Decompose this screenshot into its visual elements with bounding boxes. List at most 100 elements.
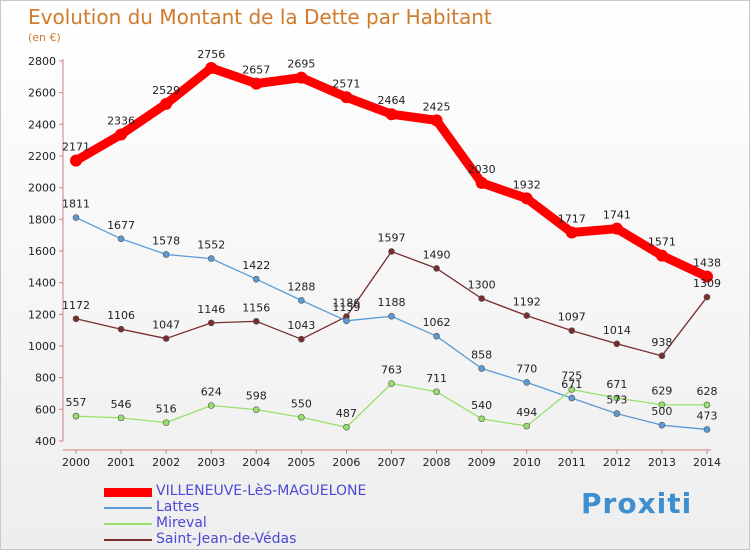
y-tick-label: 2200 xyxy=(28,150,56,163)
chart-subtitle: (en €) xyxy=(28,31,61,44)
data-label: 1047 xyxy=(152,319,180,332)
data-point xyxy=(613,410,621,417)
data-label: 1156 xyxy=(242,301,270,314)
data-point xyxy=(388,380,395,387)
chart-title: Evolution du Montant de la Dette par Hab… xyxy=(28,5,492,29)
data-point xyxy=(207,319,215,327)
data-label: 1309 xyxy=(693,277,721,290)
data-label: 2695 xyxy=(287,58,315,71)
data-label: 711 xyxy=(426,372,447,385)
data-label: 671 xyxy=(606,378,627,391)
y-tick-label: 2000 xyxy=(28,182,56,195)
data-label: 1677 xyxy=(107,219,135,232)
data-point xyxy=(388,248,395,255)
data-point xyxy=(433,332,440,340)
data-point xyxy=(252,317,260,325)
data-label: 540 xyxy=(471,399,492,412)
legend-label: VILLENEUVE-LèS-MAGUELONE xyxy=(156,483,367,499)
data-label: 2529 xyxy=(152,84,180,97)
data-point xyxy=(478,365,485,372)
legend-label: Saint-Jean-de-Védas xyxy=(156,531,297,547)
data-point xyxy=(252,406,260,413)
y-tick-label: 2400 xyxy=(28,118,56,131)
data-point xyxy=(523,379,531,386)
legend-swatch xyxy=(104,539,152,541)
data-point xyxy=(523,312,531,319)
legend-swatch xyxy=(104,507,152,509)
data-label: 494 xyxy=(516,406,537,419)
data-point xyxy=(343,423,350,431)
data-label: 1288 xyxy=(287,280,315,293)
data-label: 1932 xyxy=(513,178,541,191)
legend-label: Mireval xyxy=(156,515,207,531)
y-tick-label: 1600 xyxy=(28,245,56,258)
data-point xyxy=(385,108,398,121)
data-label: 1578 xyxy=(152,234,180,247)
data-label: 2030 xyxy=(468,163,496,176)
data-label: 1438 xyxy=(693,257,721,270)
x-tick-label: 2004 xyxy=(242,456,270,469)
data-point xyxy=(72,315,80,323)
data-point xyxy=(72,412,80,420)
data-label: 1571 xyxy=(648,236,676,249)
data-point xyxy=(340,91,353,104)
data-label: 1043 xyxy=(287,319,315,332)
data-point xyxy=(207,255,215,262)
data-label: 1146 xyxy=(197,303,225,316)
data-label: 557 xyxy=(66,396,87,409)
data-point xyxy=(115,128,128,141)
data-label: 1717 xyxy=(558,212,586,225)
x-tick-label: 2013 xyxy=(648,456,676,469)
data-point xyxy=(701,270,713,283)
x-tick-label: 2003 xyxy=(197,456,225,469)
data-point xyxy=(520,192,533,205)
data-label: 2336 xyxy=(107,114,135,127)
data-label: 550 xyxy=(291,397,312,410)
data-label: 763 xyxy=(381,364,402,377)
data-point xyxy=(250,77,263,90)
x-tick-label: 2010 xyxy=(513,456,541,469)
data-point xyxy=(160,97,173,110)
data-label: 2464 xyxy=(378,94,406,107)
data-point xyxy=(703,426,711,433)
data-label: 1552 xyxy=(197,239,225,252)
data-point xyxy=(430,114,443,127)
data-point xyxy=(523,422,531,430)
data-label: 1159 xyxy=(332,301,360,314)
data-label: 573 xyxy=(606,394,627,407)
y-tick-label: 800 xyxy=(35,372,56,385)
data-label: 1106 xyxy=(107,309,135,322)
legend-swatch xyxy=(104,523,152,525)
data-label: 1097 xyxy=(558,311,586,324)
x-tick-label: 2009 xyxy=(468,456,496,469)
data-label: 629 xyxy=(651,385,672,398)
data-label: 1186 xyxy=(332,297,360,310)
data-point xyxy=(388,312,395,320)
data-label: 598 xyxy=(246,390,267,403)
data-point xyxy=(568,386,576,393)
data-label: 1014 xyxy=(603,324,631,337)
data-point xyxy=(70,154,82,167)
data-label: 2571 xyxy=(332,77,360,90)
data-point xyxy=(610,222,623,235)
x-tick-label: 2007 xyxy=(378,456,406,469)
x-tick-label: 2014 xyxy=(693,456,721,469)
data-point xyxy=(162,335,170,342)
data-point xyxy=(252,275,260,283)
y-tick-label: 1800 xyxy=(28,213,56,226)
data-point xyxy=(343,317,350,325)
data-label: 1192 xyxy=(513,296,541,309)
y-tick-label: 1200 xyxy=(28,308,56,321)
data-label: 1422 xyxy=(242,259,270,272)
data-label: 1490 xyxy=(423,248,451,261)
data-label: 628 xyxy=(697,385,718,398)
y-tick-label: 400 xyxy=(35,435,56,448)
data-point xyxy=(433,265,440,272)
data-label: 500 xyxy=(651,405,672,418)
x-tick-label: 2008 xyxy=(423,456,451,469)
data-point xyxy=(207,402,215,409)
data-label: 1300 xyxy=(468,279,496,292)
x-tick-label: 2000 xyxy=(62,456,90,469)
legend-swatch xyxy=(104,487,152,497)
